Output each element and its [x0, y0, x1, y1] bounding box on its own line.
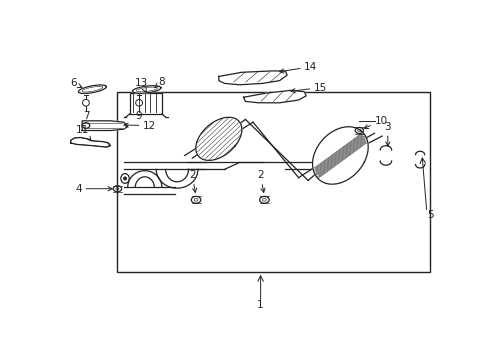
Text: 1: 1 — [257, 300, 264, 310]
Text: 8: 8 — [155, 77, 165, 87]
Text: 7: 7 — [83, 111, 89, 121]
Text: 2: 2 — [189, 170, 196, 192]
Polygon shape — [71, 138, 111, 147]
Polygon shape — [78, 85, 106, 94]
Polygon shape — [313, 127, 368, 184]
Text: 2: 2 — [257, 170, 265, 192]
Polygon shape — [196, 117, 242, 160]
Text: 9: 9 — [136, 111, 143, 121]
Polygon shape — [82, 121, 128, 131]
Polygon shape — [244, 90, 306, 103]
Ellipse shape — [123, 177, 126, 180]
Text: 14: 14 — [280, 62, 318, 73]
Text: 4: 4 — [75, 184, 112, 194]
Text: 15: 15 — [291, 82, 327, 93]
Polygon shape — [219, 71, 287, 85]
Polygon shape — [132, 86, 161, 93]
Polygon shape — [129, 93, 162, 114]
Text: 13: 13 — [134, 77, 147, 92]
Text: 10: 10 — [364, 116, 388, 129]
Text: 5: 5 — [427, 210, 434, 220]
Text: 6: 6 — [70, 78, 82, 89]
Text: 11: 11 — [75, 125, 91, 141]
Text: 3: 3 — [385, 122, 391, 146]
Bar — [118, 92, 430, 272]
Text: 12: 12 — [124, 121, 156, 131]
